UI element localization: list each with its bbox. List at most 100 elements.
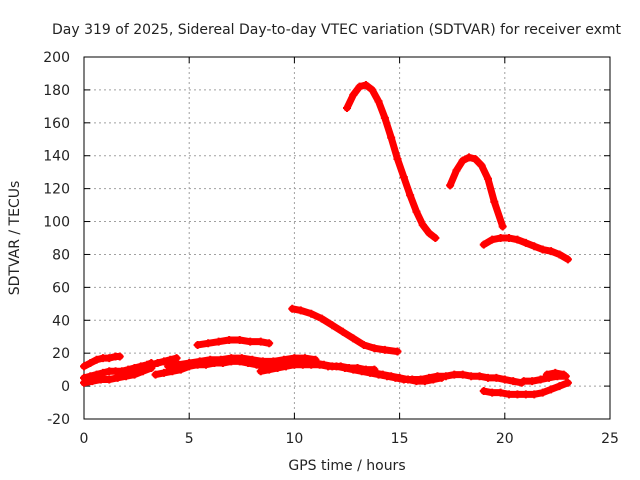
data-point (418, 220, 427, 229)
data-point (431, 234, 440, 242)
data-point (496, 388, 505, 397)
data-point (288, 304, 297, 313)
data-point (458, 370, 467, 379)
data-point (467, 372, 476, 381)
data-point (555, 250, 564, 259)
data-point (113, 373, 122, 382)
data-point (452, 166, 461, 175)
data-point (235, 336, 244, 345)
data-point (483, 373, 492, 382)
data-point (328, 321, 337, 330)
data-point (387, 133, 396, 142)
data-point (105, 354, 114, 363)
data-point (159, 368, 168, 377)
data-point (307, 309, 316, 318)
data-point (98, 368, 107, 377)
chart-title: Day 319 of 2025, Sidereal Day-to-day VTE… (52, 22, 622, 38)
data-point (172, 354, 181, 363)
data-point (307, 360, 316, 369)
data-point (380, 113, 389, 122)
data-point (298, 360, 307, 369)
y-tick-label: 140 (43, 149, 70, 165)
data-point (265, 365, 274, 374)
y-tick-label: 120 (43, 182, 70, 198)
data-point (355, 82, 364, 91)
data-point (96, 375, 105, 384)
data-point (498, 222, 507, 231)
data-point (538, 388, 547, 397)
data-point (206, 355, 215, 364)
data-point (290, 360, 299, 369)
x-tick-label: 25 (601, 431, 619, 447)
data-point (340, 363, 349, 372)
data-point (488, 235, 497, 244)
data-point (256, 337, 265, 346)
data-point (437, 373, 446, 382)
data-point (500, 375, 509, 384)
data-point (395, 373, 404, 382)
data-point (273, 363, 282, 372)
data-point (446, 181, 455, 190)
data-point (256, 367, 265, 376)
data-point (483, 174, 492, 183)
data-point (225, 336, 234, 345)
series-arc-47 (288, 305, 401, 356)
series-layer (80, 80, 572, 399)
data-point (279, 355, 288, 364)
data-point (122, 372, 131, 381)
data-point (195, 357, 204, 366)
y-tick-label: 20 (52, 346, 70, 362)
data-point (393, 347, 402, 356)
data-point (513, 390, 522, 399)
data-point (359, 340, 368, 349)
data-point (185, 359, 194, 368)
y-tick-label: 60 (52, 280, 70, 296)
series-arc-high-1 (343, 81, 439, 242)
data-point (92, 355, 101, 364)
data-point (477, 161, 486, 170)
data-point (519, 377, 528, 386)
data-point (513, 235, 522, 244)
data-point (86, 359, 95, 368)
data-point (488, 388, 497, 397)
data-point (406, 191, 415, 200)
data-point (555, 382, 564, 391)
data-point (374, 97, 383, 106)
y-axis-label: SDTVAR / TECUs (7, 181, 23, 296)
data-point (227, 354, 236, 363)
data-point (265, 339, 274, 348)
data-point (521, 390, 530, 399)
y-axis: -20 0 20 40 60 80 100 120 140 160 180 200 (43, 50, 610, 428)
plot-frame (83, 56, 611, 420)
data-point (450, 370, 459, 379)
data-point (105, 375, 114, 384)
series-arc-high-2 (446, 153, 507, 230)
data-point (458, 156, 467, 165)
data-point (204, 339, 213, 348)
data-point (174, 360, 183, 369)
data-point (420, 377, 429, 386)
data-point (159, 357, 168, 366)
data-point (153, 359, 162, 368)
data-point (475, 372, 484, 381)
data-point (338, 327, 347, 336)
data-point (505, 234, 514, 242)
data-point (412, 377, 421, 386)
data-point (479, 240, 488, 249)
x-tick-label: 10 (285, 431, 303, 447)
data-point (429, 375, 438, 384)
data-point (412, 207, 421, 216)
data-point (528, 377, 537, 386)
data-point (296, 306, 305, 315)
data-point (563, 378, 572, 387)
data-point (370, 344, 379, 353)
data-point (542, 370, 551, 379)
data-point (138, 367, 147, 376)
data-point (370, 368, 379, 377)
data-point (404, 375, 413, 384)
data-point (393, 155, 402, 164)
data-point (530, 242, 539, 251)
data-point (349, 365, 358, 374)
y-tick-label: 0 (61, 379, 70, 395)
